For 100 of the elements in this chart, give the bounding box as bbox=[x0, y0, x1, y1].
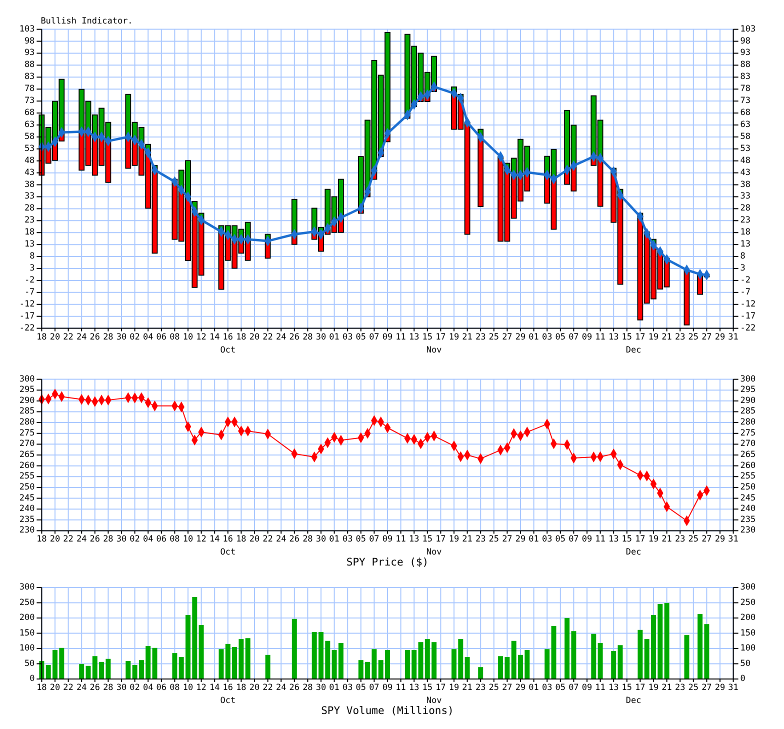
x-tick-label: 14 bbox=[209, 534, 220, 545]
x-tick-label: 24 bbox=[276, 683, 286, 693]
x-tick-label: 28 bbox=[103, 683, 114, 693]
y-tick-label: 270 bbox=[19, 439, 35, 450]
y-tick-label: 98 bbox=[24, 36, 35, 46]
x-tick-label: 07 bbox=[369, 683, 380, 693]
x-tick-label: 11 bbox=[595, 683, 606, 693]
x-tick-label: 13 bbox=[608, 332, 619, 342]
x-tick-label: 05 bbox=[555, 332, 566, 342]
x-tick-label: 13 bbox=[608, 534, 619, 545]
x-tick-label: 23 bbox=[475, 683, 486, 693]
y2-tick-label: -17 bbox=[740, 311, 756, 322]
y2-tick-label: 88 bbox=[740, 60, 751, 70]
x-tick-label: 29 bbox=[714, 683, 726, 693]
x-tick-label: 15 bbox=[422, 332, 433, 342]
y2-tick-label: 250 bbox=[740, 482, 756, 492]
x-tick-label: 05 bbox=[555, 534, 566, 545]
x-tick-label: 27 bbox=[702, 534, 712, 545]
y2-tick-label: 53 bbox=[740, 144, 751, 154]
x-tick-label: 28 bbox=[103, 332, 114, 342]
x-tick-label: 08 bbox=[170, 534, 180, 545]
y2-tick-label: 0 bbox=[740, 674, 746, 684]
x-tick-label: 17 bbox=[635, 332, 646, 342]
y-tick-label: 300 bbox=[19, 374, 35, 384]
x-tick-label: 15 bbox=[622, 332, 632, 342]
x-tick-label: 11 bbox=[396, 332, 406, 342]
y2-tick-label: 100 bbox=[740, 644, 756, 654]
y-tick-label: 290 bbox=[19, 396, 35, 406]
y-tick-label: -2 bbox=[24, 275, 35, 286]
x-tick-label: 22 bbox=[63, 534, 74, 545]
y2-tick-label: 93 bbox=[740, 48, 751, 58]
y2-tick-label: 33 bbox=[740, 192, 751, 202]
x-tick-label: 07 bbox=[369, 534, 380, 545]
x-tick-label: 26 bbox=[289, 534, 300, 545]
y-tick-label: 3 bbox=[30, 264, 35, 274]
x-tick-label: 03 bbox=[342, 683, 353, 693]
x-tick-label: 03 bbox=[542, 683, 552, 693]
y-tick-label: 200 bbox=[19, 613, 35, 623]
x-tick-label: 16 bbox=[222, 332, 234, 342]
x-tick-label: 19 bbox=[648, 534, 659, 545]
y2-tick-label: 245 bbox=[740, 493, 756, 504]
x-tick-label: 07 bbox=[568, 683, 579, 693]
x-tick-label: 29 bbox=[515, 534, 526, 545]
y-tick-label: 18 bbox=[24, 228, 35, 238]
x-tick-label: 13 bbox=[408, 683, 420, 693]
y-tick-label: 235 bbox=[19, 514, 35, 525]
x-tick-label: 21 bbox=[662, 683, 672, 693]
x-tick-label: 27 bbox=[502, 683, 512, 693]
y-tick-label: 53 bbox=[24, 144, 35, 154]
y2-tick-label: 250 bbox=[740, 598, 756, 608]
x-tick-label: 12 bbox=[196, 332, 206, 342]
y-tick-label: 285 bbox=[19, 406, 35, 417]
text: Nov bbox=[426, 548, 442, 558]
x-tick-label: 09 bbox=[582, 534, 592, 545]
y2-tick-label: 150 bbox=[740, 628, 756, 638]
x-tick-label: 07 bbox=[568, 534, 579, 545]
x-tick-label: 23 bbox=[475, 332, 486, 342]
x-tick-label: 20 bbox=[50, 332, 60, 342]
x-tick-label: 27 bbox=[502, 534, 512, 545]
text: Nov bbox=[426, 696, 442, 706]
y2-tick-label: 200 bbox=[740, 613, 756, 623]
x-tick-label: 23 bbox=[674, 332, 686, 342]
x-tick-label: 05 bbox=[555, 683, 566, 693]
x-tick-label: 20 bbox=[249, 332, 260, 342]
y2-tick-label: 23 bbox=[740, 216, 751, 226]
y2-tick-label: -2 bbox=[740, 275, 751, 286]
y2-tick-label: 73 bbox=[740, 96, 751, 106]
x-tick-label: 24 bbox=[76, 332, 87, 342]
x-tick-label: 13 bbox=[608, 683, 619, 693]
y-tick-label: 250 bbox=[19, 598, 35, 608]
y2-tick-label: 28 bbox=[740, 204, 751, 214]
x-tick-label: 17 bbox=[635, 534, 646, 545]
y-tick-label: 240 bbox=[19, 504, 35, 514]
x-tick-label: 29 bbox=[515, 683, 526, 693]
y2-tick-label: 103 bbox=[740, 24, 756, 34]
y2-tick-label: 230 bbox=[740, 526, 756, 536]
x-tick-label: 24 bbox=[76, 534, 87, 545]
y2-tick-label: 78 bbox=[740, 84, 751, 94]
x-tick-label: 24 bbox=[276, 332, 286, 342]
x-tick-label: 03 bbox=[342, 534, 353, 545]
y-tick-label: -22 bbox=[19, 323, 35, 334]
x-axis-title: SPY Volume (Millions) bbox=[321, 705, 454, 717]
x-tick-label: 05 bbox=[356, 534, 366, 545]
x-tick-label: 10 bbox=[182, 683, 194, 693]
x-tick-label: 12 bbox=[196, 683, 206, 693]
x-tick-label: 14 bbox=[209, 683, 220, 693]
y2-tick-label: 8 bbox=[740, 252, 746, 262]
y2-tick-label: 285 bbox=[740, 406, 756, 417]
x-tick-label: 26 bbox=[289, 332, 300, 342]
x-tick-label: 19 bbox=[648, 332, 659, 342]
x-tick-label: 17 bbox=[436, 683, 446, 693]
x-tick-label: 21 bbox=[462, 683, 472, 693]
x-tick-label: 26 bbox=[90, 332, 100, 342]
x-tick-label: 14 bbox=[209, 332, 220, 342]
y-tick-label: 103 bbox=[19, 24, 35, 34]
y-tick-label: 33 bbox=[24, 192, 35, 202]
x-tick-label: 04 bbox=[142, 332, 154, 342]
x-tick-label: 31 bbox=[728, 683, 738, 693]
x-tick-label: 26 bbox=[90, 534, 100, 545]
x-tick-label: 02 bbox=[130, 332, 140, 342]
